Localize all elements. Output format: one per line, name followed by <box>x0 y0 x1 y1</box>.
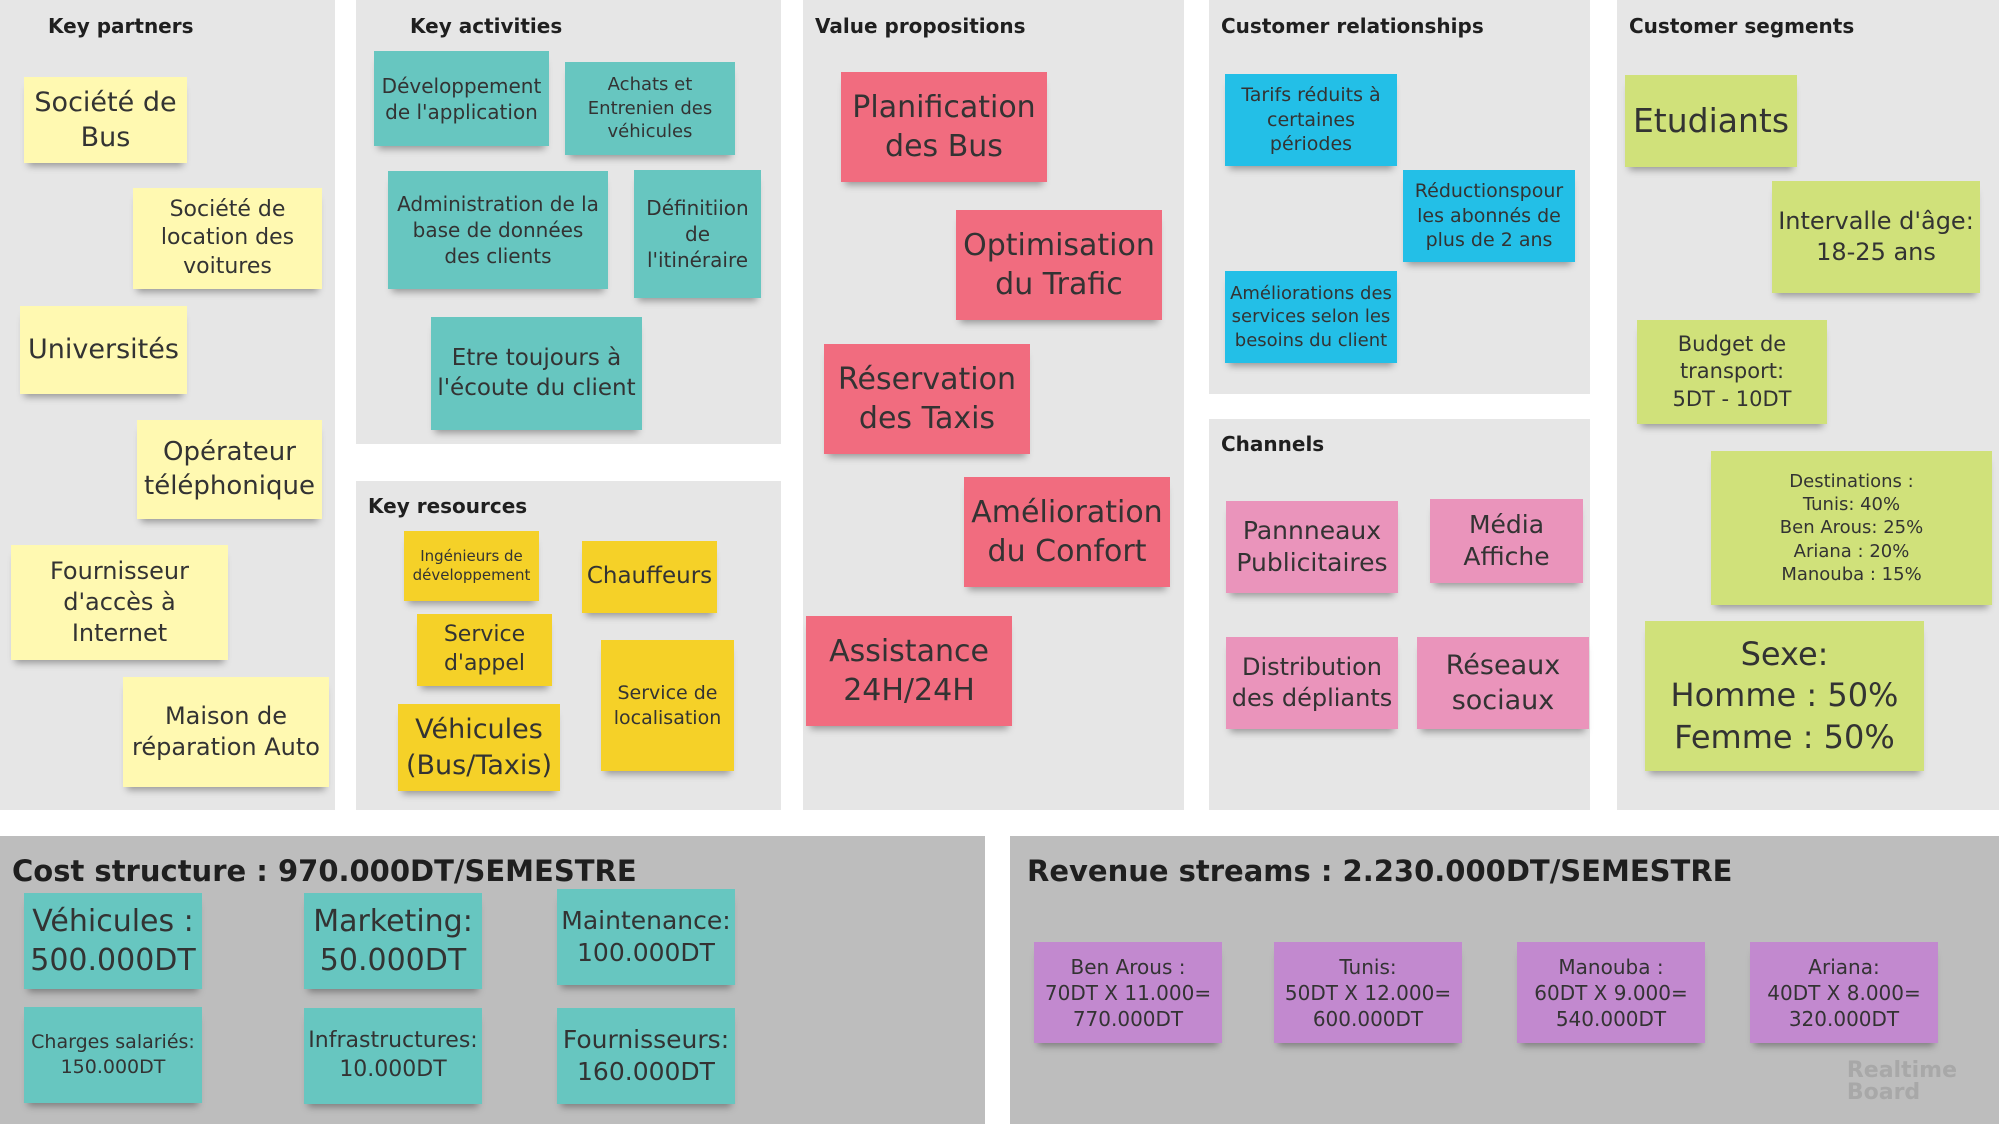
sticky-note[interactable]: Etre toujours à l'écoute du client <box>431 317 642 430</box>
sticky-note[interactable]: Service d'appel <box>417 614 552 686</box>
sticky-note[interactable]: Réductionspour les abonnés de plus de 2 … <box>1403 170 1575 262</box>
sticky-note[interactable]: Charges salariés: 150.000DT <box>24 1007 202 1103</box>
sticky-note[interactable]: Améliorations des services selon les bes… <box>1225 271 1397 363</box>
revenue-streams-title: Revenue streams : 2.230.000DT/SEMESTRE <box>1027 854 1733 888</box>
channels-panel <box>1209 419 1590 810</box>
customer-relationships-title: Customer relationships <box>1221 14 1484 38</box>
sticky-note[interactable]: Optimisation du Trafic <box>956 210 1162 320</box>
sticky-note[interactable]: Service de localisation <box>601 640 734 771</box>
sticky-note[interactable]: Chauffeurs <box>582 541 717 613</box>
sticky-note[interactable]: Achats et Entrenien des véhicules <box>565 62 735 155</box>
sticky-note[interactable]: Sexe: Homme : 50% Femme : 50% <box>1645 621 1924 771</box>
sticky-note[interactable]: Budget de transport: 5DT - 10DT <box>1637 320 1827 424</box>
sticky-note[interactable]: Manouba : 60DT X 9.000= 540.000DT <box>1517 942 1705 1043</box>
sticky-note[interactable]: Média Affiche <box>1430 499 1583 583</box>
sticky-note[interactable]: Opérateur téléphonique <box>137 420 322 519</box>
sticky-note[interactable]: Maintenance: 100.000DT <box>557 889 735 985</box>
sticky-note[interactable]: Administration de la base de données des… <box>388 171 608 289</box>
key-partners-title: Key partners <box>48 14 194 38</box>
sticky-note[interactable]: Ariana: 40DT X 8.000= 320.000DT <box>1750 942 1938 1043</box>
sticky-note[interactable]: Pannneaux Publicitaires <box>1226 501 1398 593</box>
sticky-note[interactable]: Etudiants <box>1625 75 1797 167</box>
key-resources-title: Key resources <box>368 494 528 518</box>
value-propositions-title: Value propositions <box>815 14 1026 38</box>
sticky-note[interactable]: Ingénieurs de développement <box>404 531 539 601</box>
sticky-note[interactable]: Fournisseurs: 160.000DT <box>557 1008 735 1104</box>
sticky-note[interactable]: Maison de réparation Auto <box>123 677 329 787</box>
sticky-note[interactable]: Universités <box>20 306 187 394</box>
sticky-note[interactable]: Planification des Bus <box>841 72 1047 182</box>
sticky-note[interactable]: Définitiion de l'itinéraire <box>634 170 761 298</box>
sticky-note[interactable]: Tunis: 50DT X 12.000= 600.000DT <box>1274 942 1462 1043</box>
sticky-note[interactable]: Intervalle d'âge: 18-25 ans <box>1772 181 1980 293</box>
sticky-note[interactable]: Véhicules : 500.000DT <box>24 893 202 989</box>
cost-structure-title: Cost structure : 970.000DT/SEMESTRE <box>12 854 637 888</box>
sticky-note[interactable]: Amélioration du Confort <box>964 477 1170 587</box>
sticky-note[interactable]: Société de location des voitures <box>133 188 322 289</box>
sticky-note[interactable]: Véhicules (Bus/Taxis) <box>398 704 560 791</box>
key-activities-title: Key activities <box>410 14 563 38</box>
customer-segments-title: Customer segments <box>1629 14 1855 38</box>
sticky-note[interactable]: Infrastructures: 10.000DT <box>304 1008 482 1104</box>
realtimeboard-logo: Realtime Board <box>1846 1058 1957 1105</box>
sticky-note[interactable]: Réseaux sociaux <box>1417 637 1589 729</box>
sticky-note[interactable]: Développement de l'application <box>374 51 549 146</box>
sticky-note[interactable]: Ben Arous : 70DT X 11.000= 770.000DT <box>1034 942 1222 1043</box>
sticky-note[interactable]: Distribution des dépliants <box>1226 637 1398 729</box>
sticky-note[interactable]: Société de Bus <box>24 77 187 163</box>
channels-title: Channels <box>1221 432 1325 456</box>
sticky-note[interactable]: Destinations : Tunis: 40% Ben Arous: 25%… <box>1711 451 1992 605</box>
sticky-note[interactable]: Tarifs réduits à certaines périodes <box>1225 74 1397 166</box>
sticky-note[interactable]: Réservation des Taxis <box>824 344 1030 454</box>
sticky-note[interactable]: Assistance 24H/24H <box>806 616 1012 726</box>
sticky-note[interactable]: Fournisseur d'accès à Internet <box>11 545 228 660</box>
sticky-note[interactable]: Marketing: 50.000DT <box>304 893 482 989</box>
